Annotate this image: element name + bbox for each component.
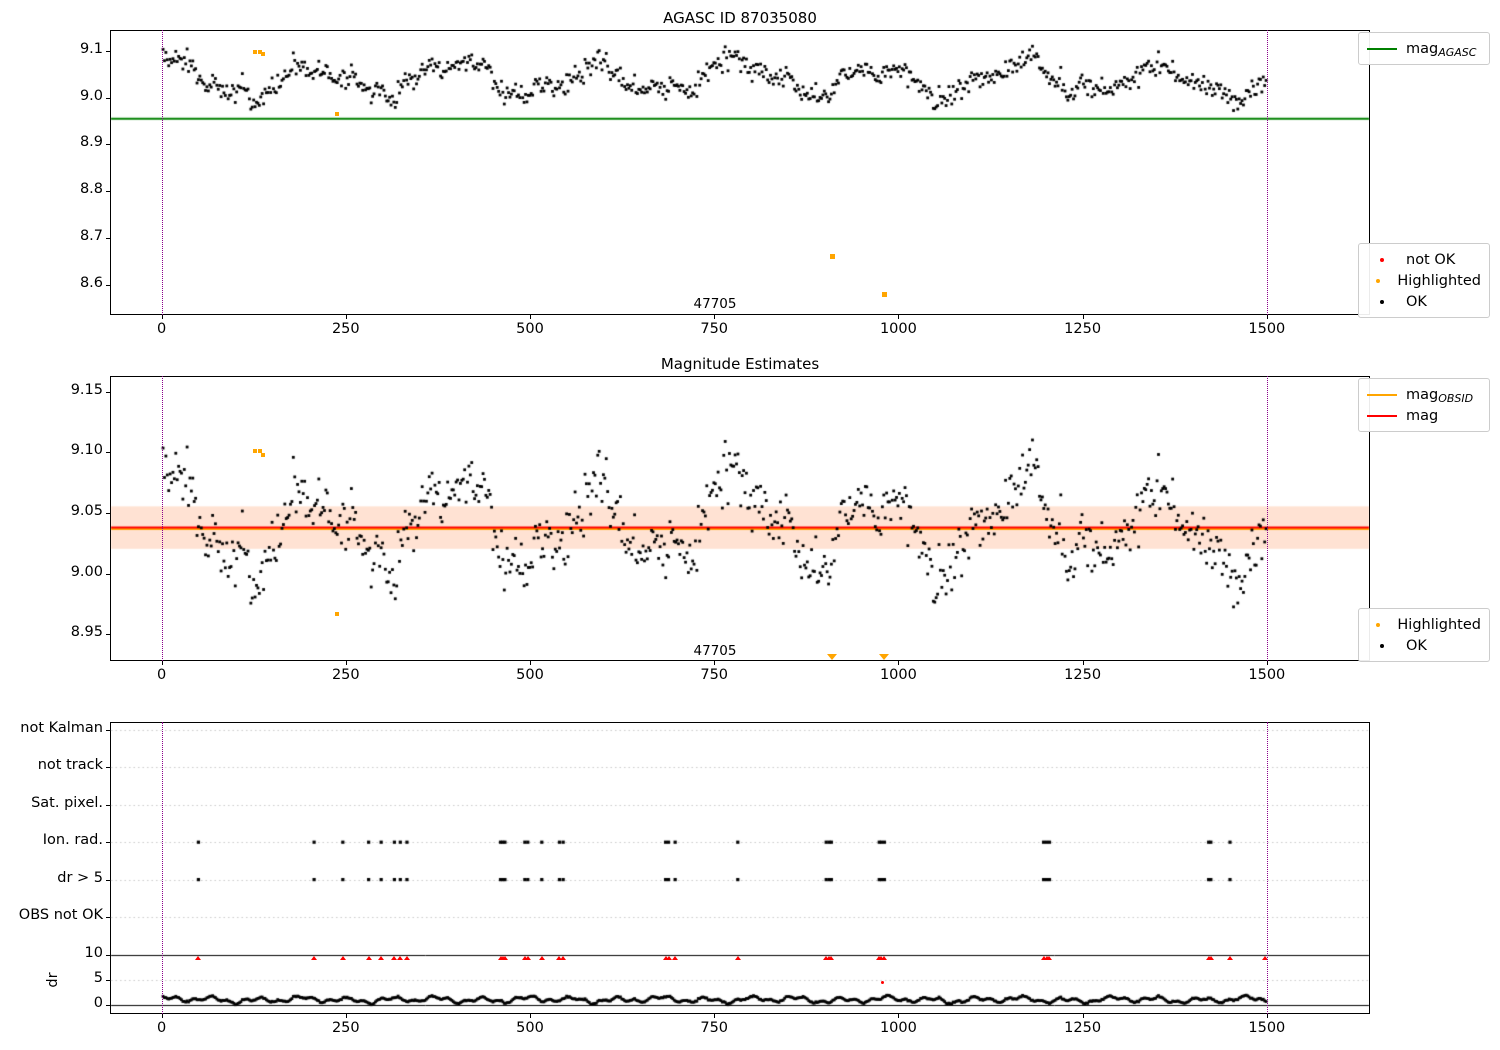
flag-row-tick (106, 917, 110, 918)
dr-clipped-marker (391, 956, 398, 960)
x-tick-label: 250 (331, 1020, 360, 1036)
dr-clipped-marker (1207, 956, 1214, 960)
x-tick-mark (530, 1014, 531, 1018)
flag-row-tick (106, 730, 110, 731)
dr-clipped-marker (339, 956, 346, 960)
x-tick-label: 1500 (1248, 1020, 1286, 1036)
x-tick-label: 1000 (879, 1020, 917, 1036)
clipped-low-marker (827, 654, 838, 660)
flag-row-label: OBS not OK (18, 907, 103, 923)
flag-row-tick (106, 804, 110, 806)
obsid-divider-line (1266, 722, 1268, 1014)
dr-clipped-marker (311, 956, 318, 960)
flag-row-tick (106, 767, 110, 769)
dr-clipped-marker (501, 956, 508, 960)
dr-tick-label: 5 (93, 970, 103, 986)
x-tick-label: 1250 (1064, 1020, 1102, 1036)
dr-clipped-marker (828, 956, 835, 960)
highlighted-point (334, 612, 339, 617)
obsid-divider-line (1266, 376, 1268, 661)
dr-clipped-marker (524, 956, 531, 960)
highlighted-point (261, 453, 266, 458)
dr-clipped-marker (1046, 956, 1053, 960)
flag-row-label: Ion. rad. (42, 832, 103, 849)
obsid-divider-line (161, 376, 163, 661)
dr-clipped-marker (881, 956, 888, 960)
dr-outlier-point (880, 981, 884, 984)
flag-row-tick (106, 842, 110, 844)
highlighted-point (334, 111, 339, 116)
highlighted-point (253, 449, 258, 454)
dr-clipped-marker (397, 956, 404, 960)
dr-tick-label: 10 (84, 945, 103, 961)
x-tick-label: 0 (156, 1020, 167, 1036)
dr-clipped-marker (365, 956, 372, 960)
x-tick-mark (1266, 1014, 1268, 1018)
highlighted-outlier-point (829, 254, 835, 260)
flag-row-label: dr > 5 (57, 869, 103, 886)
dr-tick-label: 0 (93, 995, 103, 1011)
highlighted-point (253, 49, 258, 54)
flag-row-label: not track (37, 757, 103, 774)
dr-clipped-marker (378, 956, 385, 960)
dr-clipped-marker (734, 956, 741, 960)
x-tick-label: 750 (700, 1020, 729, 1036)
dr-axis-label: dr (45, 972, 61, 988)
obsid-divider-line (161, 30, 163, 315)
obsid-divider-line (1266, 30, 1268, 315)
x-tick-mark (1082, 1014, 1084, 1018)
highlighted-point (257, 49, 262, 54)
dr-clipped-marker (672, 956, 679, 960)
dr-clipped-marker (1227, 956, 1233, 960)
obsid-divider-line (161, 722, 163, 1014)
x-tick-label: 500 (516, 1020, 544, 1036)
dr-tick-mark (106, 955, 110, 956)
highlighted-point (257, 448, 262, 453)
dr-clipped-marker (560, 956, 567, 960)
dr-clipped-marker (1261, 956, 1268, 960)
dr-clipped-marker (538, 956, 545, 960)
flag-row-tick (106, 879, 110, 881)
x-tick-mark (161, 1014, 163, 1018)
dr-tick-mark (106, 1005, 110, 1006)
highlighted-outlier-point (881, 292, 887, 298)
x-tick-mark (345, 1014, 347, 1018)
highlighted-point (261, 51, 266, 56)
dr-clipped-marker (403, 956, 410, 960)
dr-clipped-marker (195, 956, 202, 960)
x-tick-mark (714, 1014, 716, 1018)
flag-row-label: not Kalman (20, 720, 103, 736)
clipped-low-marker (879, 654, 890, 660)
dr-tick-mark (106, 980, 110, 981)
x-tick-mark (898, 1014, 900, 1018)
flag-row-label: Sat. pixel. (31, 794, 103, 811)
dr-clipped-marker (556, 956, 563, 960)
dr-clipped-marker (665, 956, 672, 960)
